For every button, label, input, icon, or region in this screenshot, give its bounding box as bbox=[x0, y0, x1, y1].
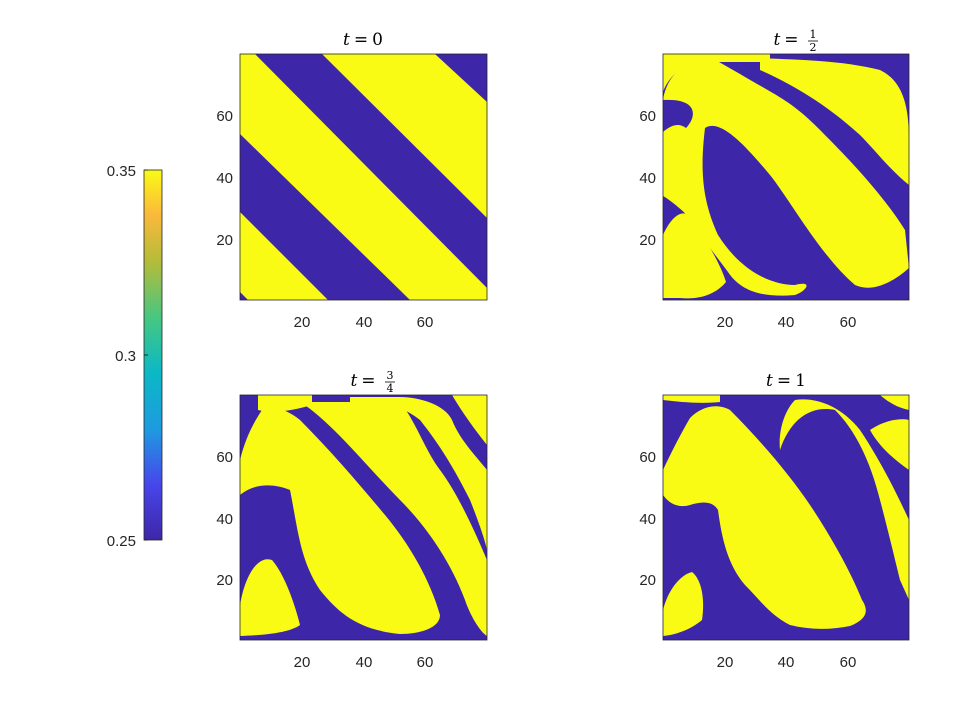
title-fraction: 1 2 bbox=[808, 28, 818, 54]
heatmap-region-high bbox=[350, 397, 487, 550]
x-tick-label: 40 bbox=[778, 654, 795, 671]
y-ticks: 60 40 20 bbox=[216, 108, 233, 249]
heatmap-region-high bbox=[452, 395, 487, 445]
x-ticks: 20 40 60 bbox=[717, 314, 857, 331]
colorbar: 0.35 0.3 0.25 bbox=[107, 163, 163, 550]
x-ticks: 20 40 60 bbox=[717, 654, 857, 671]
heatmap-region-high bbox=[663, 213, 726, 299]
y-tick-label: 60 bbox=[216, 108, 233, 125]
x-tick-label: 40 bbox=[356, 654, 373, 671]
x-tick-label: 20 bbox=[717, 314, 734, 331]
colorbar-tick-label: 0.3 bbox=[115, 348, 136, 365]
y-tick-label: 20 bbox=[639, 232, 656, 249]
heatmap-t1 bbox=[663, 395, 909, 640]
heatmap-region-high bbox=[258, 395, 312, 412]
heatmap-region-high bbox=[760, 58, 909, 185]
fraction-denominator: 4 bbox=[387, 382, 394, 395]
heatmap-region-low bbox=[255, 54, 487, 288]
colorbar-tick-label: 0.35 bbox=[107, 163, 136, 180]
axes-box bbox=[239, 394, 488, 641]
heatmap-region-high bbox=[663, 406, 866, 629]
y-tick-label: 20 bbox=[639, 572, 656, 589]
panel-t-half: t = 1 2 20 40 60 60 40 20 bbox=[639, 28, 910, 331]
x-tick-label: 60 bbox=[417, 654, 434, 671]
title-fraction: 3 4 bbox=[385, 369, 395, 395]
panel-t1: t = 1 20 40 60 60 40 20 bbox=[639, 371, 910, 671]
heatmap-t-three-quarters bbox=[240, 395, 487, 640]
heatmap-region-high bbox=[663, 54, 770, 92]
heatmap-t-half bbox=[663, 54, 909, 300]
heatmap-region-high bbox=[240, 407, 440, 634]
heatmap-region-high bbox=[663, 395, 720, 403]
x-tick-label: 40 bbox=[356, 314, 373, 331]
y-tick-label: 40 bbox=[639, 511, 656, 528]
heatmap-region-high bbox=[870, 419, 909, 470]
x-tick-label: 20 bbox=[294, 654, 311, 671]
x-tick-label: 20 bbox=[294, 314, 311, 331]
fraction-numerator: 1 bbox=[810, 28, 817, 41]
panel-title: t = bbox=[773, 30, 798, 50]
axes-box bbox=[662, 53, 910, 301]
panel-t0: t = 0 20 40 60 60 40 20 bbox=[216, 30, 488, 331]
panel-title: t = bbox=[350, 371, 375, 391]
y-ticks: 60 40 20 bbox=[639, 449, 656, 589]
axes-box bbox=[239, 53, 488, 301]
heatmap-region-low bbox=[435, 54, 487, 102]
heatmap-t0 bbox=[240, 54, 487, 300]
y-tick-label: 60 bbox=[216, 449, 233, 466]
panel-t-three-quarters: t = 3 4 20 40 60 60 40 20 bbox=[216, 369, 488, 671]
y-tick-label: 40 bbox=[216, 511, 233, 528]
y-ticks: 60 40 20 bbox=[639, 108, 656, 249]
x-tick-label: 60 bbox=[840, 314, 857, 331]
axes-box bbox=[662, 394, 910, 641]
y-tick-label: 20 bbox=[216, 572, 233, 589]
heatmap-region-high bbox=[779, 399, 909, 600]
fraction-denominator: 2 bbox=[810, 41, 817, 54]
colorbar-tick-label: 0.25 bbox=[107, 533, 136, 550]
y-tick-label: 60 bbox=[639, 108, 656, 125]
x-tick-label: 60 bbox=[417, 314, 434, 331]
x-tick-label: 20 bbox=[717, 654, 734, 671]
y-tick-label: 40 bbox=[639, 170, 656, 187]
y-tick-label: 60 bbox=[639, 449, 656, 466]
panel-title: t = 1 bbox=[766, 371, 806, 391]
fraction-numerator: 3 bbox=[387, 369, 394, 382]
x-ticks: 20 40 60 bbox=[294, 654, 434, 671]
panel-title: t = 0 bbox=[343, 30, 383, 50]
x-ticks: 20 40 60 bbox=[294, 314, 434, 331]
heatmap-region-high bbox=[240, 559, 300, 636]
y-tick-label: 20 bbox=[216, 232, 233, 249]
heatmap-region-high bbox=[663, 58, 909, 296]
x-tick-label: 40 bbox=[778, 314, 795, 331]
heatmap-region-low bbox=[240, 134, 410, 300]
heatmap-region-high bbox=[880, 395, 909, 410]
heatmap-region-low bbox=[240, 292, 248, 300]
heatmap-region-high bbox=[300, 402, 487, 636]
x-tick-label: 60 bbox=[840, 654, 857, 671]
heatmap-region-high bbox=[663, 572, 704, 636]
y-tick-label: 40 bbox=[216, 170, 233, 187]
y-ticks: 60 40 20 bbox=[216, 449, 233, 589]
